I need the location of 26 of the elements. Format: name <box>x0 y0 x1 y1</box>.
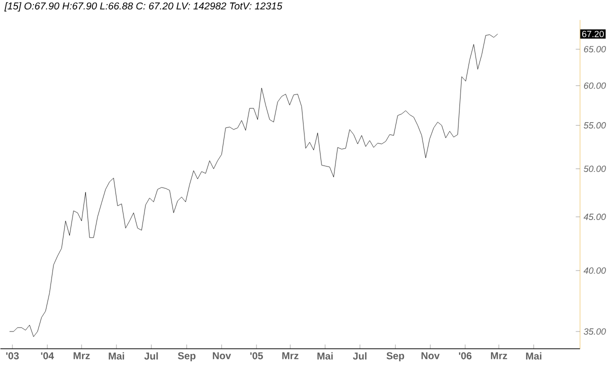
y-tick-label: 50.00 <box>584 166 606 172</box>
y-tick-label: 60.00 <box>584 82 606 89</box>
x-tick-label: Mai <box>526 352 542 360</box>
text: 67.20 <box>582 30 604 38</box>
line-series <box>9 34 498 338</box>
y-tick-label: 40.00 <box>584 268 606 274</box>
y-tick-label: 45.00 <box>584 214 606 220</box>
y-tick-label: 35.00 <box>584 328 606 335</box>
x-tick-label: Jul <box>144 352 158 360</box>
x-tick-label: '06 <box>458 352 472 360</box>
x-tick-label: Sep <box>178 352 196 362</box>
x-tick-label: '05 <box>250 352 263 360</box>
x-tick-label: Mai <box>108 352 124 360</box>
y-tick-label: 55.00 <box>584 122 606 129</box>
x-tick-label: Mrz <box>74 352 90 360</box>
x-tick-label: Mrz <box>490 352 508 360</box>
x-tick-label: Sep <box>386 352 404 362</box>
chart-title: [15] O:67.90 H:67.90 L:66.88 C: 67.20 LV: 142982 TotV: 12315 <box>4 2 282 12</box>
y-tick-label: 65.00 <box>584 46 606 52</box>
x-tick-label: Mai <box>317 352 333 360</box>
x-tick-label: Nov <box>212 352 231 360</box>
x-tick-label: '04 <box>41 352 54 360</box>
x-tick-label: Mrz <box>282 352 298 360</box>
x-tick-label: '03 <box>6 352 19 360</box>
x-tick-label: Nov <box>422 352 440 360</box>
x-tick-label: Jul <box>352 352 366 360</box>
